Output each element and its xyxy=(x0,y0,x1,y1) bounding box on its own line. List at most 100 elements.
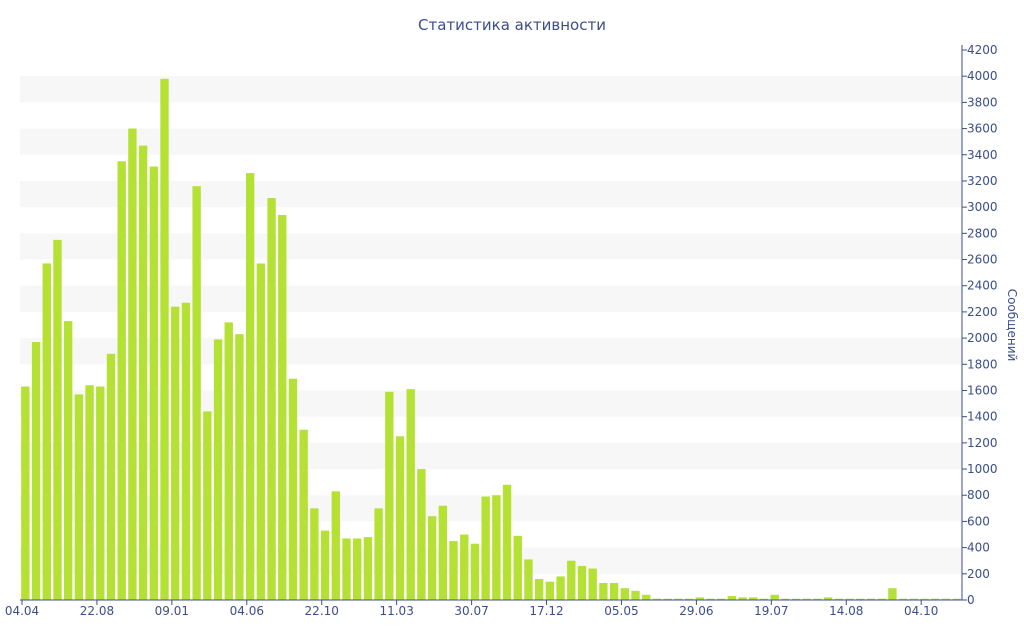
bar xyxy=(417,469,426,600)
bar xyxy=(824,597,833,600)
bar xyxy=(866,598,876,600)
bar xyxy=(42,263,51,600)
y-tick-label: 2800 xyxy=(967,226,998,240)
bar xyxy=(427,516,437,600)
bar xyxy=(684,598,694,600)
bar xyxy=(342,538,351,600)
bar xyxy=(813,598,822,600)
bar xyxy=(802,598,811,600)
bar xyxy=(406,389,415,600)
bar xyxy=(706,598,715,600)
bar xyxy=(888,588,897,600)
bar xyxy=(652,598,662,600)
bar xyxy=(438,505,448,600)
y-tick-label: 1200 xyxy=(967,436,998,450)
x-tick-label: 11.03 xyxy=(379,604,413,618)
bar xyxy=(856,598,865,600)
bar xyxy=(96,386,105,600)
bar xyxy=(588,568,597,600)
x-tick-label: 09.01 xyxy=(155,604,189,618)
bar xyxy=(213,339,223,600)
x-tick-label: 04.06 xyxy=(230,604,264,618)
bar xyxy=(556,576,565,600)
bar xyxy=(353,538,362,600)
y-tick-label: 400 xyxy=(967,541,990,555)
bar xyxy=(449,541,458,600)
chart-title: Статистика активности xyxy=(418,16,606,34)
bar xyxy=(267,197,276,600)
bar xyxy=(63,321,73,600)
bar xyxy=(320,530,330,600)
bar xyxy=(481,496,490,600)
bar xyxy=(620,588,629,600)
bar xyxy=(513,535,522,600)
y-axis-label: Сообщений xyxy=(1005,289,1019,362)
bar xyxy=(845,598,854,600)
y-tick-label: 1600 xyxy=(967,383,998,397)
y-tick-label: 3800 xyxy=(967,95,998,109)
bar xyxy=(716,598,726,600)
bar xyxy=(631,590,640,600)
bar xyxy=(492,495,501,600)
bar xyxy=(171,306,180,600)
bar xyxy=(909,598,919,600)
bar xyxy=(21,386,30,600)
y-tick-label: 2600 xyxy=(967,253,998,267)
y-axis: 0 200 400 600 800 1000 1200 1400 1600 1800 2000 220… xyxy=(961,43,998,607)
x-tick-label: 04.10 xyxy=(904,604,938,618)
bar xyxy=(727,596,737,600)
grid-band xyxy=(20,76,962,103)
y-tick-label: 3400 xyxy=(967,148,998,162)
bar xyxy=(192,186,201,600)
y-tick-label: 2400 xyxy=(967,279,998,293)
bar xyxy=(235,334,244,600)
bar xyxy=(577,565,587,600)
bar xyxy=(138,145,148,600)
x-tick-label: 22.10 xyxy=(305,604,339,618)
bar xyxy=(534,579,544,600)
bar xyxy=(791,598,801,600)
bar xyxy=(385,391,394,600)
bar xyxy=(106,353,116,600)
bar xyxy=(374,508,383,600)
bar xyxy=(128,128,137,601)
y-tick-label: 3000 xyxy=(967,200,998,214)
bar xyxy=(663,598,672,600)
bar xyxy=(299,429,308,600)
bar xyxy=(74,394,84,600)
bar xyxy=(256,263,266,600)
bar xyxy=(599,582,608,600)
bar xyxy=(941,598,951,600)
y-tick-label: 1400 xyxy=(967,410,998,424)
bar xyxy=(363,537,373,600)
bar xyxy=(331,491,340,600)
bar xyxy=(31,342,41,600)
bar xyxy=(224,322,233,600)
x-tick-label: 05.05 xyxy=(604,604,638,618)
bar xyxy=(53,239,62,600)
bar xyxy=(278,215,287,600)
bar xyxy=(877,598,886,600)
bar xyxy=(695,597,704,600)
y-tick-label: 4200 xyxy=(967,43,998,57)
bar xyxy=(149,166,158,601)
bar xyxy=(460,534,469,600)
bar xyxy=(738,597,747,600)
y-tick-label: 1800 xyxy=(967,357,998,371)
bar xyxy=(181,302,191,600)
bar xyxy=(931,598,940,600)
y-tick-label: 3600 xyxy=(967,122,998,136)
bar xyxy=(85,385,94,600)
x-tick-label: 19.07 xyxy=(754,604,788,618)
bar xyxy=(674,598,683,600)
x-axis: 04.04 22.08 09.01 04.06 22.10 11.03 30.07 17.12… xyxy=(5,599,962,618)
bar xyxy=(749,597,758,600)
bar xyxy=(470,543,480,600)
bar xyxy=(609,582,619,600)
y-tick-label: 2200 xyxy=(967,305,998,319)
bar xyxy=(567,560,576,600)
bar xyxy=(310,508,319,600)
y-tick-label: 2000 xyxy=(967,331,998,345)
bar xyxy=(759,598,769,600)
